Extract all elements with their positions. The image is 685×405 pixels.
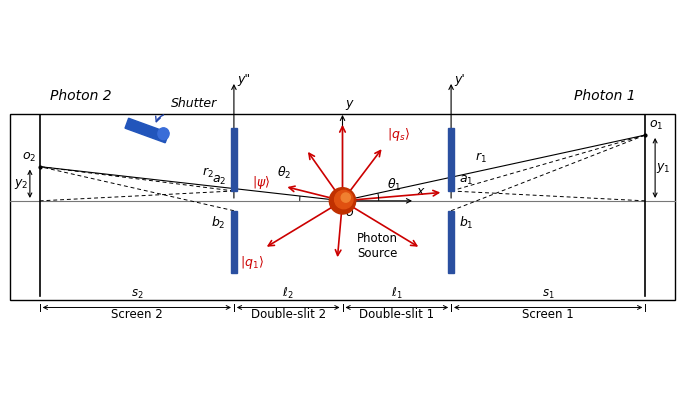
Text: Screen 2: Screen 2 (111, 308, 163, 321)
Text: $\ell_1$: $\ell_1$ (391, 286, 403, 301)
Text: $s_2$: $s_2$ (131, 288, 143, 301)
Text: $|q_1\rangle$: $|q_1\rangle$ (240, 254, 264, 271)
Text: $s_1$: $s_1$ (542, 288, 554, 301)
Text: $y_2$: $y_2$ (14, 177, 29, 191)
Text: Double-slit 1: Double-slit 1 (359, 308, 434, 321)
Text: $y_1$: $y_1$ (656, 161, 671, 175)
Text: o: o (345, 206, 353, 219)
Text: y": y" (237, 73, 250, 86)
Text: Double-slit 2: Double-slit 2 (251, 308, 326, 321)
Text: Screen 1: Screen 1 (522, 308, 574, 321)
Bar (448, 128, 454, 191)
Bar (10, 114, 675, 300)
Text: Photon
Source: Photon Source (357, 232, 398, 260)
Text: $\theta_1$: $\theta_1$ (387, 177, 401, 193)
Bar (231, 211, 237, 273)
Bar (231, 128, 237, 191)
Text: $\ell_2$: $\ell_2$ (282, 286, 294, 301)
Text: Photon 1: Photon 1 (574, 89, 636, 102)
Ellipse shape (158, 128, 169, 140)
Circle shape (329, 188, 356, 214)
Text: y: y (345, 97, 353, 110)
Circle shape (334, 190, 353, 209)
Text: $a_1$: $a_1$ (459, 174, 473, 187)
Text: Photon 2: Photon 2 (49, 89, 111, 102)
Text: $r_1$: $r_1$ (475, 151, 486, 165)
Text: $o_1$: $o_1$ (649, 119, 664, 132)
Bar (448, 211, 454, 273)
Text: $|\psi\rangle$: $|\psi\rangle$ (252, 174, 270, 191)
Text: $\theta_2$: $\theta_2$ (277, 165, 291, 181)
Text: $o_2$: $o_2$ (21, 151, 36, 164)
Text: $r_2$: $r_2$ (201, 166, 214, 180)
Text: $a_2$: $a_2$ (212, 174, 226, 187)
Text: $|q_s\rangle$: $|q_s\rangle$ (387, 126, 410, 143)
Bar (125, 118, 169, 143)
Text: x: x (416, 185, 423, 198)
Text: $b_2$: $b_2$ (212, 215, 226, 231)
Text: Shutter: Shutter (171, 97, 218, 110)
Text: y': y' (454, 73, 465, 86)
Text: $b_1$: $b_1$ (459, 215, 473, 231)
Circle shape (341, 193, 351, 202)
